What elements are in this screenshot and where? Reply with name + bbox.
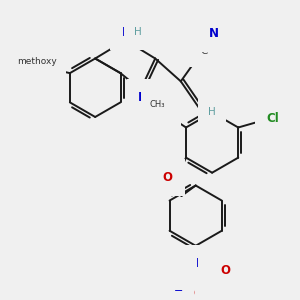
Text: O: O	[41, 61, 51, 74]
Text: N: N	[209, 27, 219, 40]
Text: N: N	[138, 91, 148, 104]
Text: methoxy: methoxy	[17, 57, 57, 66]
Text: O: O	[184, 287, 194, 300]
Text: O: O	[159, 104, 169, 118]
Text: O: O	[220, 264, 230, 277]
Text: Cl: Cl	[267, 112, 279, 125]
Text: N: N	[122, 26, 132, 38]
Text: −: −	[174, 286, 183, 296]
Text: O: O	[163, 171, 173, 184]
Text: H: H	[134, 27, 142, 37]
Text: +: +	[208, 257, 216, 267]
Text: C: C	[200, 46, 207, 56]
Text: H: H	[208, 107, 216, 117]
Text: CH₃: CH₃	[149, 100, 164, 109]
Text: N: N	[196, 257, 206, 270]
